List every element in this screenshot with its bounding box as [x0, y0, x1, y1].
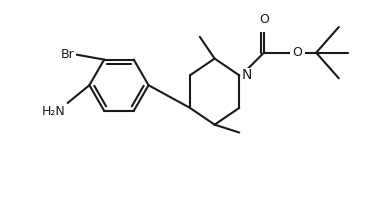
Text: N: N — [241, 68, 252, 82]
Text: O: O — [292, 46, 303, 59]
Text: O: O — [259, 13, 269, 26]
Text: Br: Br — [61, 48, 74, 61]
Text: H₂N: H₂N — [42, 105, 66, 118]
